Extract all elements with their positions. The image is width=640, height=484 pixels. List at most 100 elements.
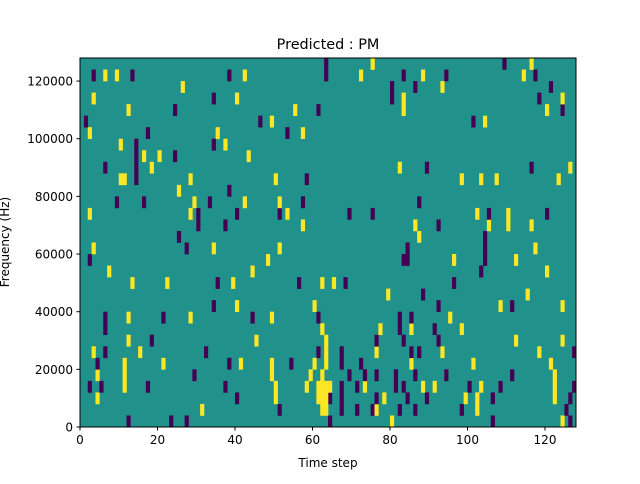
heatmap-cell-low xyxy=(196,207,201,220)
heatmap-cell-high xyxy=(463,392,468,405)
heatmap-cell-low xyxy=(184,242,189,255)
heatmap-cell-high xyxy=(320,277,325,289)
heatmap-cell-high xyxy=(231,277,236,289)
heatmap-cell-low xyxy=(405,392,410,405)
heatmap-cell-low xyxy=(529,161,534,174)
heatmap-cell-high xyxy=(269,311,275,324)
heatmap-cell-low xyxy=(405,254,410,266)
heatmap-cell-low xyxy=(316,311,321,324)
heatmap-cell-high xyxy=(161,357,166,370)
heatmap-cell-high xyxy=(320,403,325,416)
heatmap-cell-low xyxy=(126,415,131,428)
heatmap-cell-high xyxy=(324,380,329,393)
heatmap-cell-low xyxy=(130,69,135,82)
heatmap-cell-high xyxy=(401,92,406,105)
heatmap-cell-low xyxy=(169,415,174,428)
heatmap-cell-low xyxy=(235,207,240,220)
heatmap-cell-low xyxy=(397,403,402,416)
heatmap-cell-low xyxy=(173,150,178,163)
heatmap-cell-high xyxy=(320,369,325,382)
heatmap-cell-high xyxy=(165,277,170,289)
heatmap-cell-high xyxy=(126,104,131,116)
heatmap-cell-high xyxy=(316,380,321,393)
heatmap-cell-high xyxy=(448,311,453,324)
heatmap-cell-high xyxy=(87,127,92,140)
heatmap-cell-low xyxy=(176,230,182,243)
heatmap-cell-high xyxy=(254,334,259,347)
plot-frame xyxy=(79,57,577,428)
heatmap-cell-high xyxy=(475,392,480,405)
heatmap-cell-low xyxy=(215,277,220,289)
heatmap-cell-low xyxy=(393,369,399,382)
heatmap-cell-high xyxy=(548,357,554,370)
x-tick-label: 120 xyxy=(534,433,557,447)
heatmap-cell-low xyxy=(486,207,492,220)
heatmap-cell-high xyxy=(324,346,329,359)
heatmap-cell-low xyxy=(401,380,406,393)
heatmap-cell-low xyxy=(548,81,554,93)
heatmap-cell-high xyxy=(138,346,143,359)
heatmap-cell-low xyxy=(173,104,178,116)
heatmap-cell-high xyxy=(483,115,488,128)
x-axis: 0 20 40 60 80 100 120 xyxy=(76,427,556,447)
heatmap-cell-high xyxy=(506,207,511,220)
heatmap-cell-high xyxy=(374,346,379,359)
heatmap-cell-low xyxy=(83,115,89,128)
heatmap-cell-high xyxy=(479,173,484,186)
heatmap-cell-high xyxy=(130,277,135,289)
heatmap-cell-low xyxy=(564,403,569,416)
heatmap-cell-high xyxy=(316,392,321,405)
heatmap-cell-high xyxy=(126,334,131,347)
heatmap-cell-low xyxy=(87,380,92,393)
heatmap-cell-high xyxy=(273,392,278,405)
heatmap-cell-high xyxy=(149,161,154,174)
heatmap-cell-low xyxy=(343,277,348,289)
x-axis-label: Time step xyxy=(297,456,357,470)
heatmap-cell-high xyxy=(421,69,426,82)
heatmap-cell-high xyxy=(370,58,375,70)
heatmap-cell-low xyxy=(142,196,147,209)
heatmap-cell-high xyxy=(122,369,127,382)
heatmap-cell-high xyxy=(362,380,368,393)
heatmap-cell-high xyxy=(459,323,464,336)
x-tick-label: 80 xyxy=(382,433,397,447)
heatmap-cell-high xyxy=(552,369,557,382)
heatmap-cell-low xyxy=(316,346,321,359)
heatmap-cell-high xyxy=(273,173,278,186)
heatmap-cell-high xyxy=(103,69,108,82)
heatmap-cell-high xyxy=(157,150,162,163)
heatmap-cell-low xyxy=(145,127,151,140)
heatmap-cell-high xyxy=(320,323,325,336)
heatmap-cell-high xyxy=(273,380,278,393)
heatmap-cell-high xyxy=(300,219,306,232)
heatmap-cell-low xyxy=(483,230,488,243)
heatmap-cell-high xyxy=(331,277,337,289)
y-tick-label: 0 xyxy=(65,421,73,435)
heatmap-cell-low xyxy=(502,58,507,70)
heatmap-cell-low xyxy=(339,392,344,405)
heatmap-cell-high xyxy=(122,173,127,186)
heatmap-cell-high xyxy=(235,300,240,312)
heatmap-cell-high xyxy=(417,230,422,243)
heatmap-cell-high xyxy=(525,288,530,301)
heatmap-cell-low xyxy=(510,300,515,312)
heatmap-cell-high xyxy=(514,334,519,347)
heatmap-cell-low xyxy=(374,369,379,382)
heatmap-cell-high xyxy=(552,380,557,393)
heatmap-cell-low xyxy=(417,346,422,359)
heatmap-cell-high xyxy=(560,300,565,312)
heatmap-cell-high xyxy=(300,127,306,140)
heatmap-cell-low xyxy=(347,369,352,382)
heatmap-cell-low xyxy=(498,380,503,393)
heatmap-cell-high xyxy=(235,92,240,105)
heatmap-cell-high xyxy=(413,219,418,232)
heatmap-cell-low xyxy=(300,196,306,209)
heatmap-cell-high xyxy=(440,81,445,93)
heatmap-cell-high xyxy=(560,92,565,105)
heatmap-cell-low xyxy=(134,138,139,151)
heatmap-cell-high xyxy=(238,357,244,370)
heatmap-cell-high xyxy=(142,150,147,163)
heatmap-cell-low xyxy=(545,207,550,220)
heatmap-cell-low xyxy=(204,346,209,359)
heatmap-cell-high xyxy=(560,415,565,428)
